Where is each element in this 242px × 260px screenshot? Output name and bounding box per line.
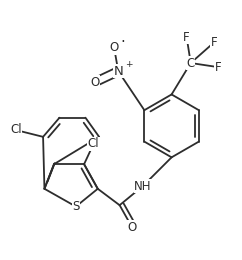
Text: +: + — [125, 60, 132, 69]
Text: O: O — [91, 76, 100, 89]
Text: NH: NH — [134, 180, 152, 193]
Text: F: F — [215, 61, 221, 74]
Text: C: C — [187, 56, 195, 69]
Text: O: O — [127, 220, 136, 233]
Text: S: S — [72, 200, 80, 213]
Text: F: F — [183, 30, 190, 43]
Text: Cl: Cl — [10, 124, 22, 136]
Text: F: F — [211, 36, 217, 49]
Text: O: O — [110, 42, 119, 55]
Text: Cl: Cl — [88, 137, 99, 150]
Text: N: N — [113, 65, 123, 78]
Text: ·: · — [120, 35, 125, 50]
